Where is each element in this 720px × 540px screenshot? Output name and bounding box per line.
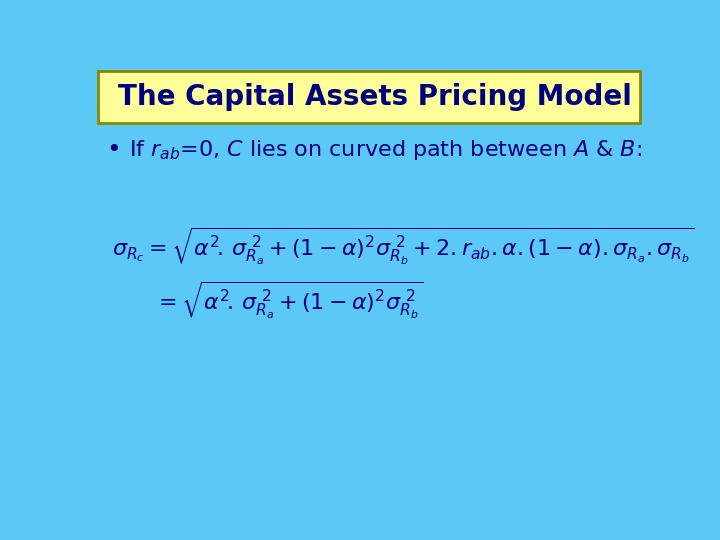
Text: $\sigma_{R_c} = \sqrt{\alpha^2\!.\,\sigma_{R_a}^{\ 2}+(1-\alpha)^2\sigma_{R_b}^{: $\sigma_{R_c} = \sqrt{\alpha^2\!.\,\sigm… <box>112 225 695 267</box>
FancyBboxPatch shape <box>99 71 639 123</box>
Text: $= \sqrt{\alpha^2\!.\,\sigma_{R_a}^{\ 2}+(1-\alpha)^2\sigma_{R_b}^{\ 2}}$: $= \sqrt{\alpha^2\!.\,\sigma_{R_a}^{\ 2}… <box>154 279 423 321</box>
Text: •: • <box>107 138 122 162</box>
Text: The Capital Assets Pricing Model: The Capital Assets Pricing Model <box>118 83 631 111</box>
Text: If $r_{ab}$=0, $C$ lies on curved path between $A$ & $B$:: If $r_{ab}$=0, $C$ lies on curved path b… <box>129 138 642 162</box>
